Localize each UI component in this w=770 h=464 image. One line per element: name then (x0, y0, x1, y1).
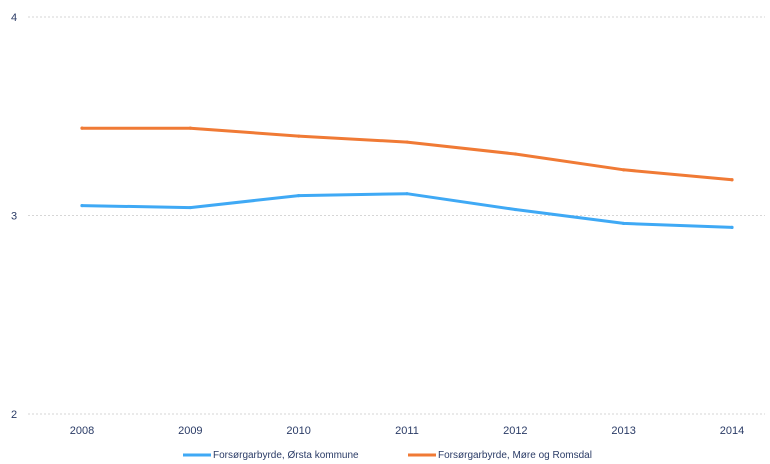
data-point (297, 194, 301, 198)
series-line-1 (80, 192, 734, 229)
y-tick-label: 4 (11, 12, 17, 24)
x-tick-label: 2012 (503, 425, 527, 437)
legend-item: Forsørgarbyrde, Ørsta kommune (183, 450, 359, 461)
legend: Forsørgarbyrde, Ørsta kommune Forsørgarby… (183, 450, 592, 461)
legend-item: Forsørgarbyrde, Møre og Romsdal (408, 450, 592, 461)
x-tick-label: 2008 (70, 425, 94, 437)
data-point (730, 225, 734, 230)
data-point (622, 168, 626, 172)
series-1 (80, 192, 734, 230)
y-axis-tick-labels: 2 3 4 (11, 12, 17, 421)
x-tick-label: 2010 (286, 425, 310, 437)
data-point (188, 126, 192, 130)
x-axis-tick-labels: 2008 2009 2010 2011 2012 2013 2014 (70, 425, 744, 437)
data-point (730, 178, 734, 182)
data-point (80, 203, 84, 208)
data-point (513, 152, 517, 156)
series-lines (80, 126, 734, 230)
x-tick-label: 2011 (395, 425, 419, 437)
legend-label: Forsørgarbyrde, Ørsta kommune (213, 450, 359, 461)
data-point (405, 192, 409, 196)
series-2 (80, 126, 734, 182)
series-line-2 (80, 126, 734, 182)
legend-label: Forsørgarbyrde, Møre og Romsdal (438, 450, 592, 461)
data-point (513, 207, 517, 212)
gridlines (28, 16, 765, 415)
data-point (622, 221, 626, 226)
y-tick-label: 3 (11, 211, 17, 223)
x-tick-label: 2014 (720, 425, 744, 437)
data-point (405, 140, 409, 144)
x-tick-label: 2013 (611, 425, 635, 437)
data-point (188, 205, 192, 210)
data-point (297, 134, 301, 138)
y-tick-label: 2 (11, 409, 17, 421)
x-tick-label: 2009 (178, 425, 202, 437)
data-point (80, 126, 84, 130)
